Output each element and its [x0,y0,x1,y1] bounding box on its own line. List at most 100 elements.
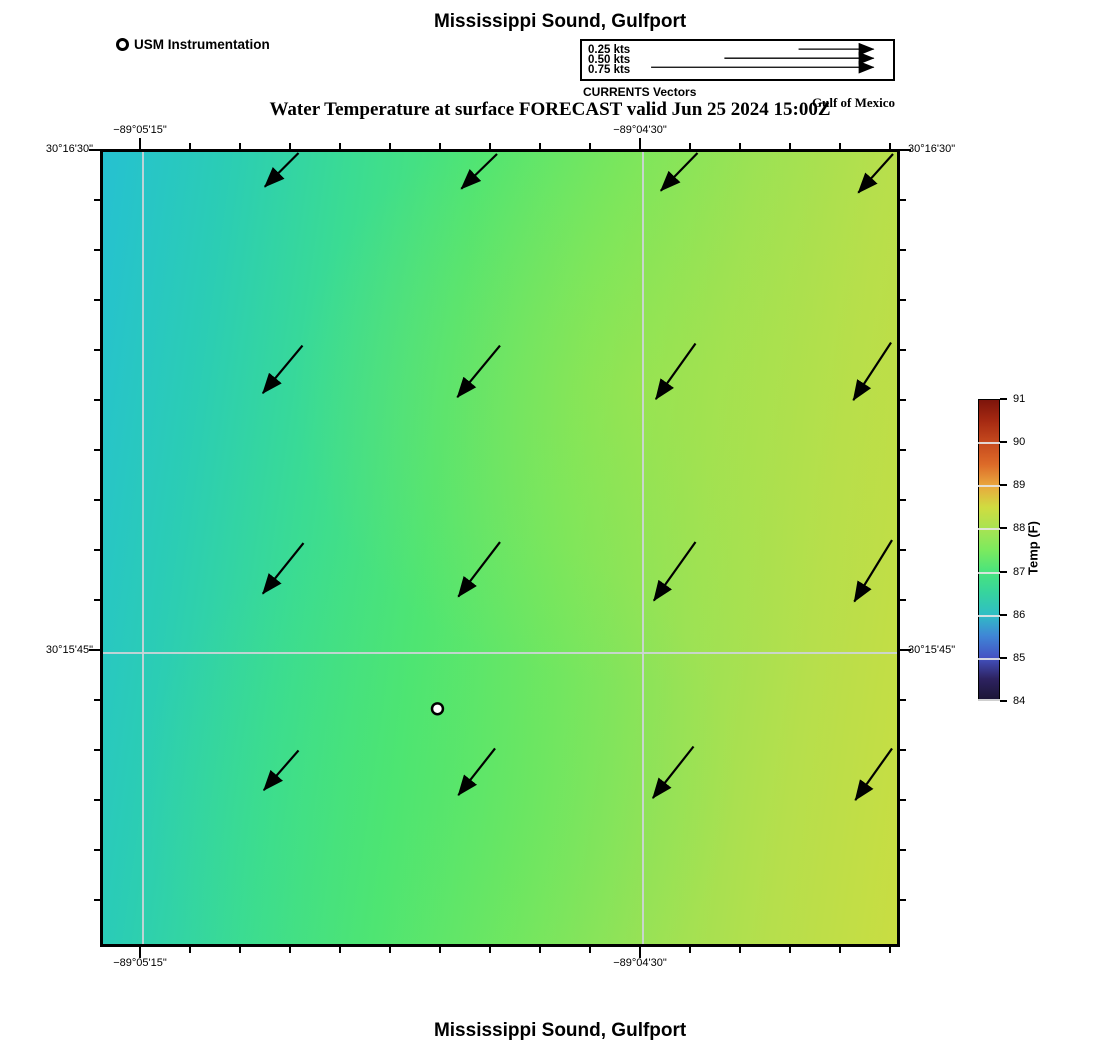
colorbar-tick [1000,527,1007,530]
axis-tick [94,249,100,251]
colorbar-tick [1000,484,1007,487]
colorbar-separator-line [978,571,1000,574]
current-vector-arrow [460,153,498,190]
footer-title: Mississippi Sound, Gulfport [433,1020,687,1041]
axis-label-longitude: −89°05'15" [113,124,167,136]
axis-tick [689,143,691,149]
axis-tick [94,549,100,551]
axis-tick [689,947,691,953]
colorbar-separator-line [978,614,1000,617]
vector-scale-arrows [651,42,875,74]
axis-tick [639,138,641,149]
axis-tick [789,947,791,953]
axis-tick [889,143,891,149]
axis-tick [439,143,441,149]
axis-label-longitude: −89°05'15" [113,957,167,969]
axis-tick [900,499,906,501]
graticule-meridian [142,152,144,944]
axis-tick [900,449,906,451]
axis-label-longitude: −89°04'30" [613,957,667,969]
station-marker[interactable] [430,702,445,716]
axis-tick [94,199,100,201]
current-vector-arrow [659,152,699,192]
forecast-subtitle: Water Temperature at surface FORECAST va… [269,99,831,120]
colorbar-separator-line [978,699,1000,701]
current-vector-arrow [261,542,305,595]
axis-tick [539,947,541,953]
axis-tick [389,947,391,953]
axis-tick [94,299,100,301]
colorbar-tick-label: 90 [1013,436,1026,449]
axis-tick [239,947,241,953]
region-label: Gulf of Mexico [812,95,896,110]
colorbar-tick-label: 84 [1013,695,1026,707]
vector-scale-050: 0.50 kts [588,54,631,66]
colorbar-tick [1000,398,1007,400]
colorbar-separator-line [978,442,1000,445]
colorbar-tick [1000,656,1007,659]
axis-tick [389,143,391,149]
station-legend-icon [116,38,129,51]
axis-tick [94,399,100,401]
axis-tick [900,399,906,401]
axis-tick [900,299,906,301]
axis-tick [94,749,100,751]
axis-tick [900,349,906,351]
axis-tick [94,349,100,351]
colorbar-axis-label: Temp (F) [1025,521,1041,575]
current-vector-arrow [457,747,496,796]
current-vector-arrow [857,153,894,194]
colorbar-tick [1000,613,1007,616]
axis-tick [900,699,906,701]
axis-tick [94,799,100,801]
graticule-parallel [103,652,897,654]
axis-tick [94,899,100,901]
colorbar-tick-label: 89 [1013,479,1026,492]
axis-label-latitude: 30°16'30" [45,143,93,155]
axis-tick [89,649,100,651]
axis-tick [94,449,100,451]
axis-tick [439,947,441,953]
current-vector-arrow [261,344,304,394]
axis-tick [94,849,100,851]
axis-tick [900,749,906,751]
axis-tick [739,947,741,953]
axis-label-latitude: 30°15'45" [908,644,956,656]
axis-tick [900,599,906,601]
axis-tick [900,899,906,901]
colorbar-separator-line [978,657,1000,660]
colorbar-separator-line [978,528,1000,531]
axis-label-latitude: 30°15'45" [45,644,93,656]
current-vector-arrow [854,747,893,801]
axis-tick [339,143,341,149]
axis-tick [189,947,191,953]
map-canvas[interactable] [100,149,900,947]
axis-tick [239,143,241,149]
axis-tick [539,143,541,149]
current-vector-arrow [652,541,697,602]
vector-scale-legend: 0.25 kts 0.50 kts 0.75 kts [580,39,895,81]
current-vector-arrow [853,539,893,603]
axis-tick [94,599,100,601]
axis-tick [339,947,341,953]
colorbar-tick-label: 87 [1013,565,1026,578]
axis-tick [289,947,291,953]
axis-tick [839,947,841,953]
current-vector-arrow [852,341,892,401]
axis-tick [89,149,100,151]
colorbar-tick-label: 86 [1013,608,1026,621]
axis-tick [900,249,906,251]
axis-tick [289,143,291,149]
axis-tick [589,947,591,953]
axis-tick [900,799,906,801]
axis-tick [900,549,906,551]
axis-tick [900,199,906,201]
colorbar-tick [1000,570,1007,573]
axis-tick [739,143,741,149]
vector-scale-075: 0.75 kts [588,64,631,76]
current-vector-arrow [264,152,300,188]
vector-legend-caption: CURRENTS Vectors [583,85,697,99]
axis-tick [489,947,491,953]
axis-tick [589,143,591,149]
